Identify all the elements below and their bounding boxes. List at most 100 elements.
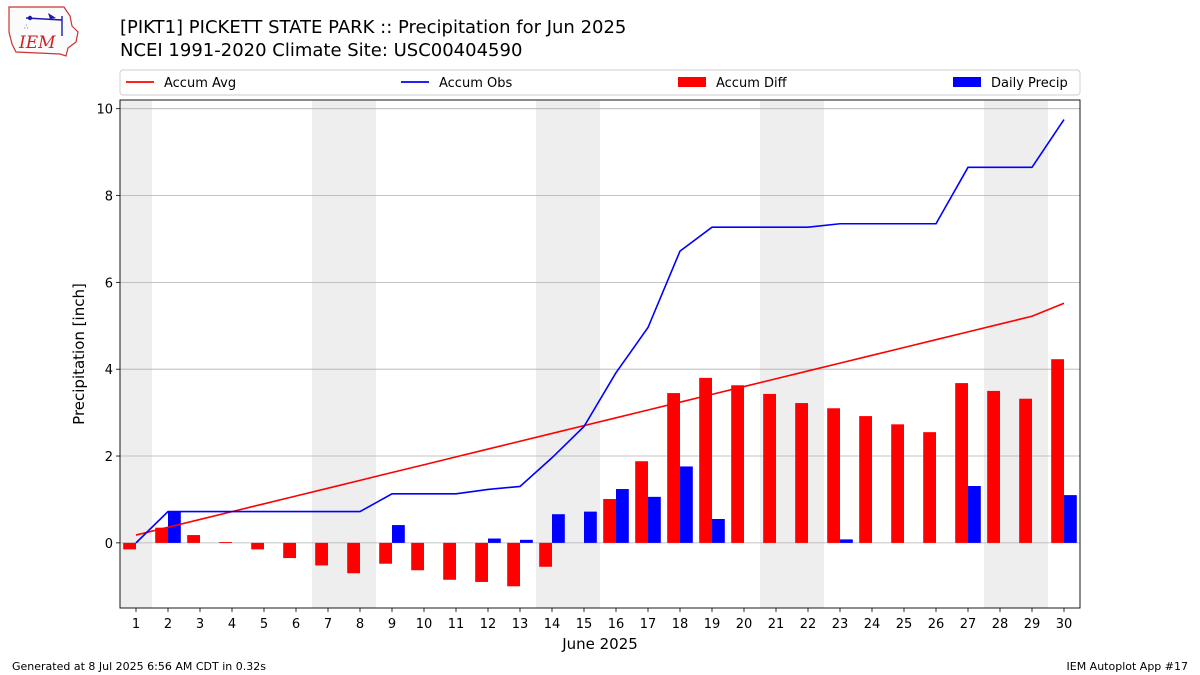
x-tick-label-23: 23 (832, 617, 849, 632)
x-tick-label-30: 30 (1056, 617, 1073, 632)
x-tick-label-11: 11 (448, 617, 465, 632)
x-tick-label-28: 28 (992, 617, 1009, 632)
bar-daily-precip-12 (488, 538, 501, 543)
y-tick-label-0: 0 (105, 537, 113, 552)
bar-accum-diff-24 (859, 416, 872, 543)
x-tick-label-5: 5 (260, 617, 268, 632)
x-tick-label-4: 4 (228, 617, 236, 632)
line-accum-avg (135, 302, 1065, 536)
bar-accum-diff-21 (763, 393, 776, 543)
plot-frame (119, 99, 1081, 609)
x-tick-label-24: 24 (864, 617, 881, 632)
generated-footnote: Generated at 8 Jul 2025 6:56 AM CDT in 0… (12, 660, 266, 673)
bar-daily-precip-15 (584, 511, 597, 543)
legend-label-accum-diff: Accum Diff (716, 76, 788, 91)
bar-accum-diff-9 (379, 542, 392, 564)
bar-accum-diff-20 (731, 385, 744, 543)
bar-daily-precip-16 (616, 489, 629, 543)
bar-accum-diff-28 (987, 390, 1000, 543)
bar-daily-precip-13 (520, 539, 533, 543)
weekend-band-1 (312, 100, 376, 608)
logo-text: IEM (18, 33, 56, 53)
line-accum-obs (135, 119, 1065, 544)
bar-accum-diff-10 (411, 542, 424, 571)
x-tick-label-22: 22 (800, 617, 817, 632)
iem-logo: ∴ IEM (8, 6, 79, 57)
y-tick-label-2: 2 (105, 450, 113, 465)
bar-accum-diff-26 (923, 432, 936, 543)
bar-accum-diff-27 (955, 383, 968, 543)
x-tick-label-8: 8 (356, 617, 364, 632)
x-tick-label-16: 16 (608, 617, 625, 632)
bar-accum-diff-6 (283, 542, 296, 559)
y-tick-label-6: 6 (105, 276, 113, 291)
x-tick-label-15: 15 (576, 617, 593, 632)
bar-accum-diff-14 (539, 542, 552, 567)
legend-label-accum-avg: Accum Avg (164, 76, 236, 91)
bar-accum-diff-23 (827, 408, 840, 543)
bar-accum-diff-4 (219, 542, 232, 543)
x-tick-label-13: 13 (512, 617, 529, 632)
x-tick-label-10: 10 (416, 617, 433, 632)
bar-accum-diff-18 (667, 393, 680, 543)
legend-swatch-daily-precip (953, 77, 981, 87)
bar-daily-precip-14 (552, 514, 565, 543)
bar-accum-diff-30 (1051, 359, 1064, 543)
bar-accum-diff-22 (795, 403, 808, 543)
y-axis-label: Precipitation [inch] (70, 283, 88, 425)
svg-text:∴: ∴ (24, 23, 29, 31)
weekend-band-0 (120, 100, 152, 608)
bar-accum-diff-2 (155, 527, 168, 543)
legend-label-daily-precip: Daily Precip (991, 76, 1068, 91)
x-tick-label-2: 2 (164, 617, 172, 632)
bar-accum-diff-7 (315, 542, 328, 566)
bar-accum-diff-1 (123, 542, 136, 550)
legend-box (119, 69, 1081, 96)
bar-accum-diff-5 (251, 542, 264, 550)
legend-label-accum-obs: Accum Obs (439, 76, 512, 91)
x-tick-label-26: 26 (928, 617, 945, 632)
bar-accum-diff-29 (1019, 398, 1032, 543)
x-tick-label-12: 12 (480, 617, 497, 632)
bar-daily-precip-17 (648, 496, 661, 543)
x-tick-label-9: 9 (388, 617, 396, 632)
x-tick-label-20: 20 (736, 617, 753, 632)
bar-accum-diff-17 (635, 461, 648, 543)
y-tick-label-8: 8 (105, 190, 113, 205)
x-tick-label-19: 19 (704, 617, 721, 632)
app-footnote: IEM Autoplot App #17 (1066, 660, 1189, 673)
bar-accum-diff-13 (507, 542, 520, 587)
x-tick-label-27: 27 (960, 617, 977, 632)
y-tick-label-4: 4 (105, 363, 113, 378)
bar-daily-precip-2 (168, 511, 181, 543)
x-tick-label-21: 21 (768, 617, 785, 632)
bar-daily-precip-19 (712, 518, 725, 543)
x-tick-label-18: 18 (672, 617, 689, 632)
bar-accum-diff-25 (891, 424, 904, 543)
x-tick-label-14: 14 (544, 617, 561, 632)
x-tick-label-3: 3 (196, 617, 204, 632)
bar-daily-precip-30 (1064, 495, 1077, 543)
bar-accum-diff-3 (187, 535, 200, 543)
x-tick-label-6: 6 (292, 617, 300, 632)
x-tick-label-29: 29 (1024, 617, 1041, 632)
legend-swatch-accum-diff (678, 77, 706, 87)
bar-daily-precip-27 (968, 485, 981, 543)
bar-accum-diff-16 (603, 499, 616, 543)
bar-accum-diff-19 (699, 377, 712, 543)
bar-accum-diff-8 (347, 542, 360, 574)
x-axis-label: June 2025 (561, 635, 638, 653)
chart-subtitle: NCEI 1991-2020 Climate Site: USC00404590 (120, 40, 523, 61)
x-tick-label-7: 7 (324, 617, 332, 632)
x-tick-label-1: 1 (132, 617, 140, 632)
x-tick-label-25: 25 (896, 617, 913, 632)
x-tick-label-17: 17 (640, 617, 657, 632)
bar-accum-diff-12 (475, 542, 488, 582)
y-tick-label-10: 10 (96, 103, 113, 118)
bar-daily-precip-18 (680, 466, 693, 543)
bar-daily-precip-9 (392, 525, 405, 543)
bar-daily-precip-23 (840, 539, 853, 543)
bar-accum-diff-11 (443, 542, 456, 580)
chart-title: [PIKT1] PICKETT STATE PARK :: Precipitat… (120, 17, 627, 38)
